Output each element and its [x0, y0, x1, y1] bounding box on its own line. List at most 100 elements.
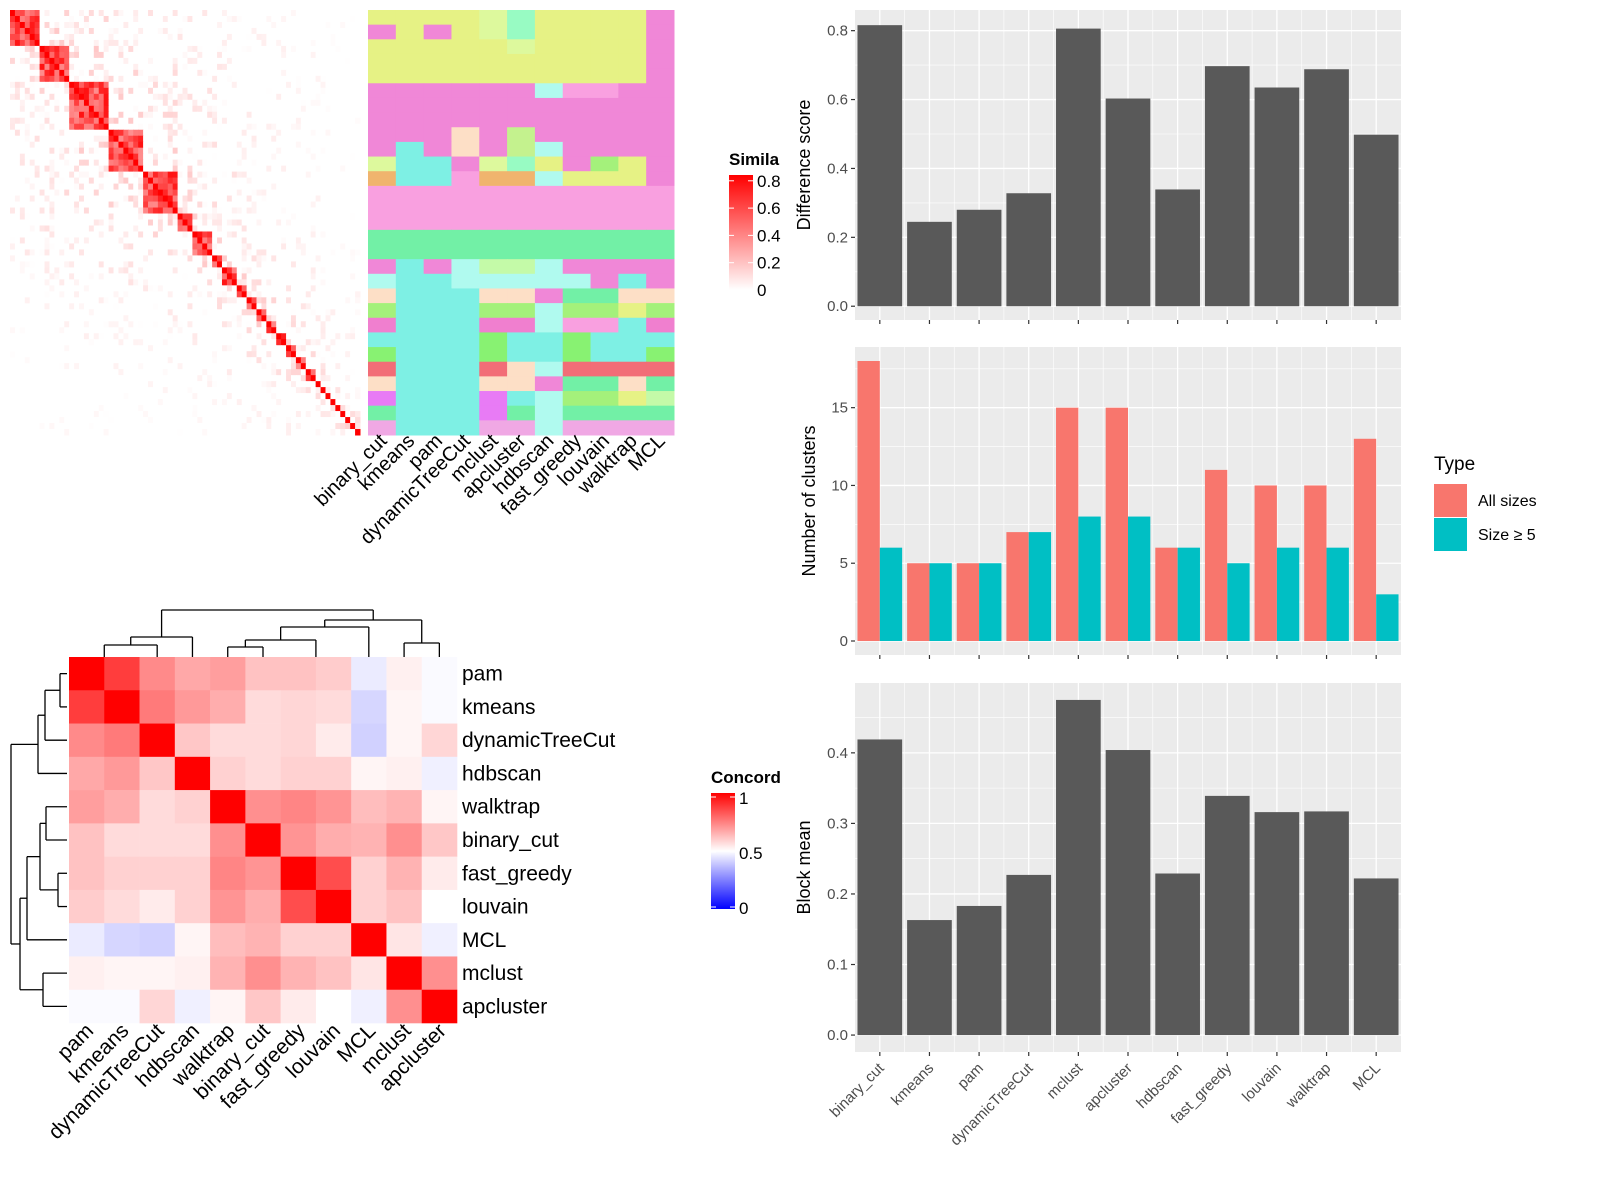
- similarity-cell: [10, 159, 16, 167]
- similarity-cell: [103, 273, 110, 280]
- similarity-cell: [113, 315, 119, 322]
- similarity-cell: [271, 267, 277, 274]
- similarity-cell: [207, 285, 213, 292]
- similarity-cell: [246, 105, 253, 113]
- similarity-cell: [217, 189, 223, 197]
- similarity-cell: [330, 327, 336, 334]
- similarity-cell: [217, 153, 223, 161]
- similarity-cell: [231, 213, 238, 221]
- similarity-cell: [286, 69, 292, 77]
- similarity-cell: [236, 123, 243, 131]
- similarity-cell: [241, 51, 248, 59]
- similarity-cell: [226, 315, 233, 322]
- similarity-cell: [167, 147, 174, 155]
- similarity-cell: [128, 231, 134, 238]
- similarity-cell: [93, 213, 100, 221]
- similarity-cell: [98, 225, 105, 232]
- similarity-cell: [148, 117, 154, 125]
- similarity-cell: [266, 267, 272, 274]
- similarity-cell: [207, 315, 213, 322]
- similarity-cell: [167, 279, 174, 286]
- similarity-cell: [236, 111, 243, 119]
- similarity-cell: [172, 369, 179, 376]
- similarity-cell: [355, 417, 361, 424]
- similarity-cell: [167, 111, 174, 119]
- similarity-cell: [345, 51, 351, 59]
- similarity-cell: [355, 327, 361, 334]
- similarity-cell: [133, 321, 139, 328]
- similarity-cell: [221, 75, 228, 83]
- similarity-cell: [64, 351, 70, 358]
- similarity-cell: [266, 93, 272, 101]
- similarity-cell: [69, 279, 75, 286]
- similarity-cell: [305, 39, 312, 47]
- similarity-cell: [39, 75, 46, 83]
- similarity-cell: [123, 339, 129, 346]
- similarity-cell: [221, 303, 228, 310]
- similarity-cell: [74, 369, 80, 376]
- similarity-cell: [128, 63, 134, 71]
- similarity-cell: [345, 249, 351, 256]
- similarity-cell: [10, 237, 16, 244]
- similarity-cell: [187, 285, 193, 292]
- similarity-cell: [24, 417, 31, 424]
- similarity-cell: [54, 87, 60, 95]
- similarity-cell: [49, 183, 55, 191]
- similarity-cell: [197, 375, 203, 382]
- similarity-cell: [350, 75, 356, 83]
- similarity-cell: [207, 411, 213, 418]
- similarity-cell: [350, 213, 356, 221]
- similarity-cell: [340, 303, 346, 310]
- similarity-cell: [246, 135, 253, 143]
- similarity-cell: [74, 189, 80, 197]
- similarity-cell: [74, 399, 80, 406]
- similarity-cell: [167, 267, 174, 274]
- similarity-cell: [34, 75, 41, 83]
- similarity-cell: [197, 237, 203, 244]
- similarity-cell: [69, 69, 75, 77]
- similarity-cell: [330, 141, 336, 149]
- similarity-cell: [261, 321, 267, 328]
- similarity-cell: [10, 213, 16, 221]
- similarity-cell: [39, 375, 46, 382]
- similarity-cell: [44, 147, 50, 155]
- similarity-cell: [59, 387, 65, 394]
- similarity-cell: [286, 357, 292, 364]
- similarity-cell: [83, 351, 90, 358]
- similarity-cell: [39, 21, 46, 29]
- similarity-cell: [271, 153, 277, 161]
- similarity-cell: [19, 93, 26, 101]
- similarity-cell: [177, 99, 184, 107]
- similarity-cell: [14, 333, 21, 340]
- similarity-cell: [300, 165, 307, 173]
- similarity-cell: [276, 387, 282, 394]
- similarity-cell: [10, 10, 16, 17]
- similarity-cell: [79, 375, 85, 382]
- similarity-cell: [103, 225, 110, 232]
- similarity-cell: [148, 135, 154, 143]
- similarity-cell: [133, 93, 139, 101]
- similarity-cell: [295, 387, 302, 394]
- similarity-cell: [24, 279, 31, 286]
- similarity-cell: [44, 207, 50, 215]
- similarity-cell: [118, 255, 124, 262]
- similarity-cell: [202, 51, 208, 59]
- similarity-cell: [74, 123, 80, 131]
- similarity-cell: [300, 303, 307, 310]
- similarity-cell: [212, 375, 218, 382]
- similarity-cell: [256, 153, 262, 161]
- similarity-cell: [152, 249, 159, 256]
- similarity-cell: [281, 69, 287, 77]
- similarity-cell: [276, 171, 282, 179]
- similarity-cell: [54, 303, 60, 310]
- similarity-cell: [350, 117, 356, 125]
- similarity-cell: [217, 177, 223, 185]
- similarity-cell: [345, 141, 351, 149]
- similarity-cell: [118, 15, 124, 23]
- similarity-cell: [29, 51, 36, 59]
- similarity-cell: [231, 171, 238, 179]
- similarity-cell: [152, 39, 159, 47]
- similarity-cell: [74, 303, 80, 310]
- similarity-cell: [335, 261, 341, 268]
- similarity-cell: [29, 255, 36, 262]
